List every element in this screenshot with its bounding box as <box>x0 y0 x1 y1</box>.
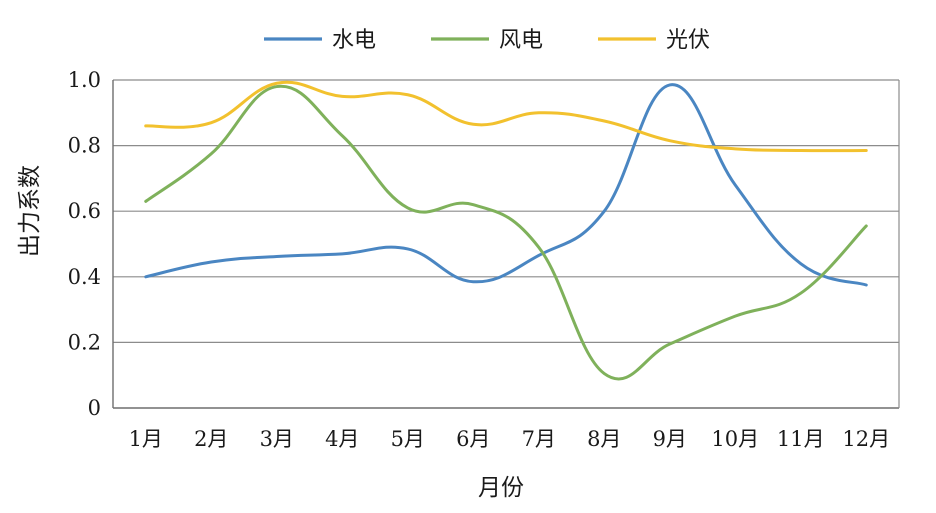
series-line-2 <box>144 80 868 153</box>
legend-label: 水电 <box>332 28 376 53</box>
x-tick-label: 3月 <box>260 427 294 451</box>
x-axis-title: 月份 <box>478 475 524 501</box>
gridlines <box>113 79 899 343</box>
legend-label: 光伏 <box>666 28 710 53</box>
x-tick-labels: 1月 2月 3月 4月 5月 6月 7月 8月 9月 10月 11月 12月 <box>129 427 891 451</box>
x-tick-label: 7月 <box>522 427 556 451</box>
y-tick-label: 1.0 <box>68 68 101 92</box>
y-tick-label: 0.8 <box>68 134 101 158</box>
series-line-0 <box>144 83 868 287</box>
y-axis-title: 出力系数 <box>17 165 43 257</box>
x-tick-label: 5月 <box>391 427 425 451</box>
y-tick-label: 0.2 <box>68 330 101 354</box>
y-tick-label: 0.4 <box>68 265 101 289</box>
data-series <box>144 80 868 381</box>
x-tick-label: 11月 <box>777 427 825 451</box>
y-tick-label: 0 <box>88 396 101 420</box>
y-tick-label: 0.6 <box>68 199 101 223</box>
x-tick-label: 10月 <box>711 427 759 451</box>
x-tick-label: 8月 <box>587 427 621 451</box>
x-tick-label: 12月 <box>842 427 890 451</box>
legend-label: 风电 <box>499 28 543 53</box>
y-tick-labels: 0 0.2 0.4 0.6 0.8 1.0 <box>68 68 101 420</box>
x-tick-label: 1月 <box>129 427 163 451</box>
x-tick-label: 6月 <box>456 427 490 451</box>
chart-legend: 水电 风电 光伏 <box>264 28 710 53</box>
x-tick-label: 4月 <box>325 427 359 451</box>
series-line-1 <box>144 84 868 381</box>
x-tick-label: 9月 <box>653 427 687 451</box>
axes <box>112 80 900 409</box>
x-tick-label: 2月 <box>194 427 228 451</box>
